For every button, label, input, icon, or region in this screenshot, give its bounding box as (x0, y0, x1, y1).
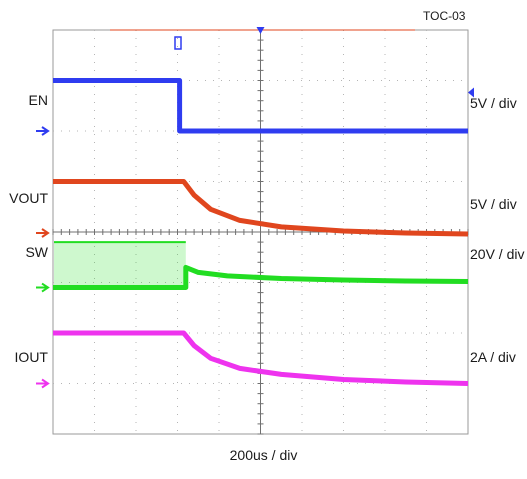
channel-label-en: EN (28, 92, 48, 108)
scale-label-iout: 2A / div (470, 349, 516, 365)
trigger-position-marker (174, 36, 182, 50)
scale-label-sw: 20V / div (470, 246, 525, 262)
scale-label-en: 5V / div (470, 95, 517, 111)
ground-marker-sw (36, 282, 50, 293)
trigger-level-marker (256, 27, 265, 34)
channel-label-vout: VOUT (9, 190, 48, 206)
channel-label-iout: IOUT (14, 349, 48, 365)
time-scale-label: 200us / div (229, 447, 298, 463)
ground-marker-iout (36, 378, 50, 389)
series-line-iout (53, 330, 469, 386)
ground-marker-vout (36, 228, 50, 238)
scale-label-vout: 5V / div (470, 196, 517, 212)
figure-id: TOC-03 (423, 9, 466, 23)
channel-label-sw: SW (25, 244, 48, 260)
sw-switching-band (54, 242, 186, 288)
ground-marker-en (36, 126, 50, 136)
series-line-vout (53, 179, 469, 237)
series-line-sw (53, 264, 469, 290)
series-line-en (53, 78, 468, 134)
en-offset-marker (468, 87, 474, 98)
